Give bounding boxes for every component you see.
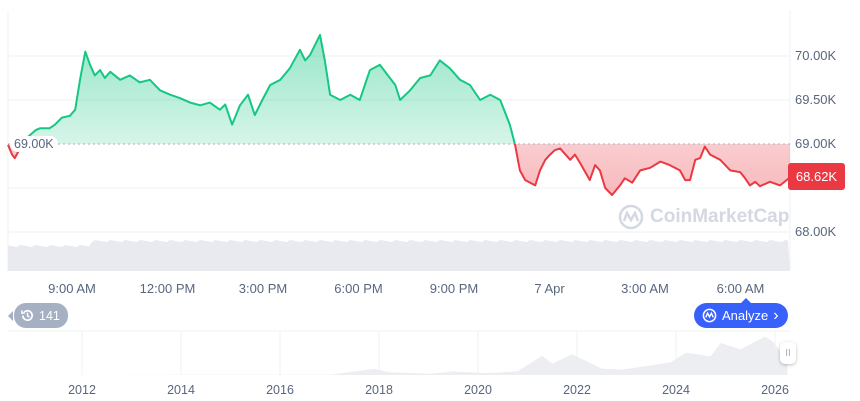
navigator-year-label: 2012 xyxy=(68,383,96,397)
navigator-history-area xyxy=(12,336,788,375)
navigator-year-label: 2026 xyxy=(761,383,789,397)
price-line-down xyxy=(7,144,791,196)
last-price-tag: 68.62K xyxy=(788,163,845,190)
navigator-year-label: 2024 xyxy=(662,383,690,397)
navigator-year-label: 2014 xyxy=(167,383,195,397)
navigator-year-label: 2020 xyxy=(464,383,492,397)
y-tick-label: 68.00K xyxy=(795,224,837,239)
coinmarketcap-watermark: CoinMarketCap xyxy=(618,204,789,230)
navigator-drag-handle[interactable]: II xyxy=(780,342,796,364)
analyze-button[interactable]: Analyze › xyxy=(694,298,788,328)
navigator-year-label: 2018 xyxy=(365,383,393,397)
x-tick-label: 3:00 PM xyxy=(238,281,288,296)
x-tick-label: 9:00 PM xyxy=(429,281,479,296)
x-tick-label: 12:00 PM xyxy=(139,281,196,296)
chevron-right-icon: › xyxy=(773,306,779,324)
y-tick-label: 69.50K xyxy=(795,92,837,107)
x-tick-label: 6:00 AM xyxy=(716,281,765,296)
price-line-up xyxy=(21,33,516,144)
x-tick-label: 7 Apr xyxy=(534,281,565,296)
navigator-year-label: 2022 xyxy=(563,383,591,397)
history-button[interactable]: 141 xyxy=(8,303,68,328)
cmc-logo-icon xyxy=(702,308,717,323)
analyze-label: Analyze xyxy=(722,308,769,323)
area-above-reference xyxy=(8,34,790,144)
navigator-year-label: 2016 xyxy=(266,383,294,397)
history-icon xyxy=(21,309,33,321)
y-tick-label: 69.00K xyxy=(795,136,837,151)
area-below-reference xyxy=(8,144,790,195)
history-count: 141 xyxy=(39,308,60,323)
watermark-text: CoinMarketCap xyxy=(650,206,790,227)
y-tick-label: 70.00K xyxy=(795,48,837,63)
reference-price-label: 69.00K xyxy=(10,136,58,152)
cmc-logo-icon xyxy=(618,204,644,230)
x-tick-label: 6:00 PM xyxy=(334,281,383,296)
volume-area xyxy=(8,240,790,271)
x-tick-label: 3:00 AM xyxy=(621,281,669,296)
x-tick-label: 9:00 AM xyxy=(48,281,96,296)
